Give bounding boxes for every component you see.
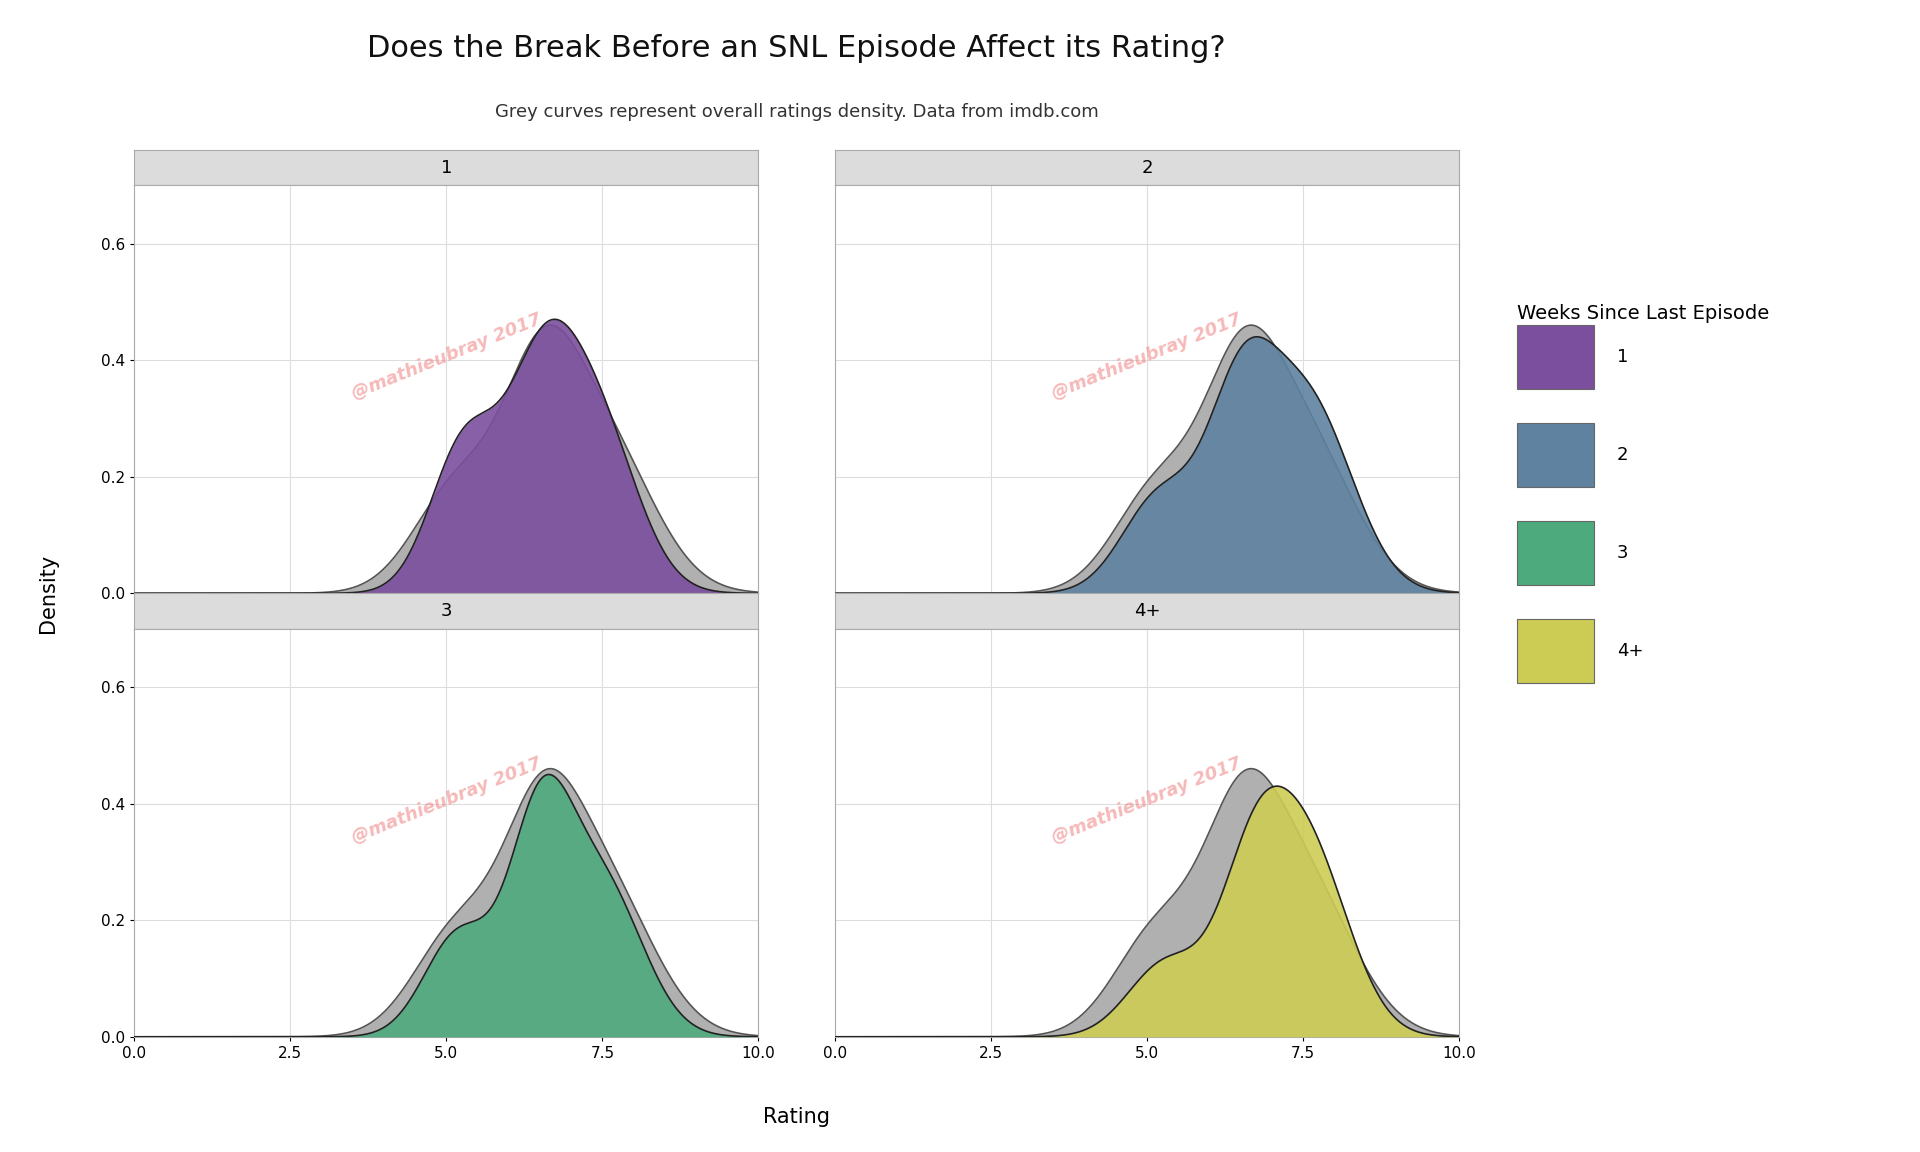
Text: @mathieubray 2017: @mathieubray 2017 [349,753,543,847]
Text: @mathieubray 2017: @mathieubray 2017 [1050,310,1244,403]
Text: Rating: Rating [764,1107,829,1128]
Text: Grey curves represent overall ratings density. Data from imdb.com: Grey curves represent overall ratings de… [495,103,1098,121]
Text: 4+: 4+ [1617,642,1644,660]
Text: Weeks Since Last Episode: Weeks Since Last Episode [1517,304,1768,323]
Text: Does the Break Before an SNL Episode Affect its Rating?: Does the Break Before an SNL Episode Aff… [367,35,1227,63]
Text: @mathieubray 2017: @mathieubray 2017 [349,310,543,403]
Text: 2: 2 [1142,159,1152,176]
Text: 1: 1 [1617,348,1628,366]
Text: 3: 3 [1617,544,1628,562]
Text: 4+: 4+ [1135,602,1160,620]
Text: 1: 1 [442,159,451,176]
Text: Density: Density [38,554,58,632]
Text: 3: 3 [442,602,451,620]
Text: @mathieubray 2017: @mathieubray 2017 [1050,753,1244,847]
Text: 2: 2 [1617,446,1628,464]
